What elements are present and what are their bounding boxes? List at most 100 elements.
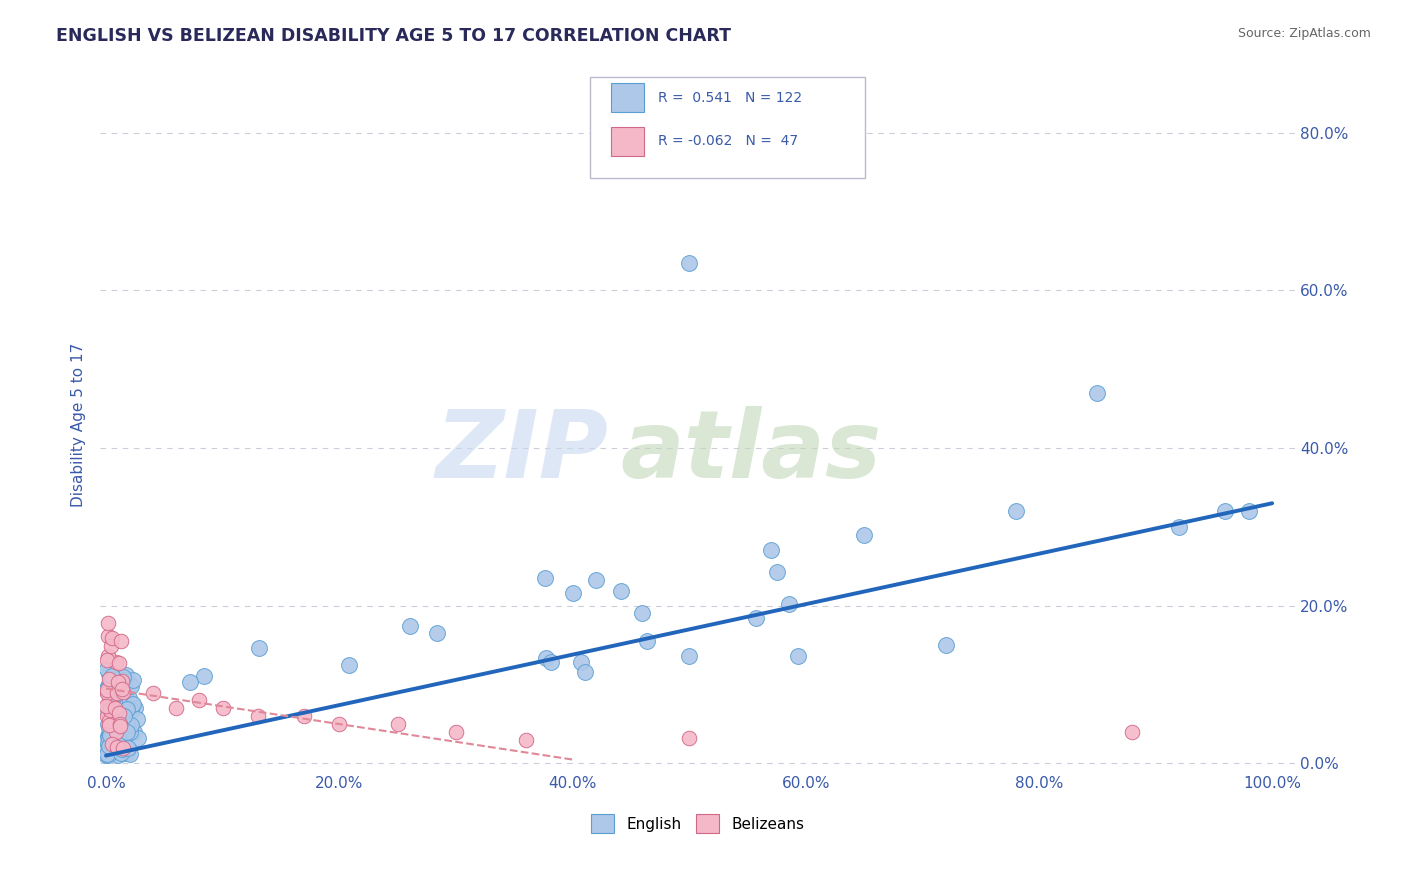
- Point: [108, 716, 131, 731]
- Point: [107, 674, 129, 689]
- Point: [100, 702, 122, 716]
- Point: [105, 724, 128, 739]
- Point: [101, 686, 124, 700]
- Point: [111, 682, 134, 697]
- Point: [94, 744, 117, 758]
- Point: [104, 738, 127, 752]
- Point: [115, 668, 138, 682]
- Point: [536, 651, 558, 665]
- Point: [426, 625, 449, 640]
- Point: [118, 725, 141, 739]
- Point: [120, 696, 142, 710]
- Point: [101, 708, 124, 723]
- Point: [98, 693, 121, 707]
- FancyBboxPatch shape: [610, 127, 644, 156]
- Point: [98, 690, 121, 705]
- Text: R =  0.541   N = 122: R = 0.541 N = 122: [658, 91, 803, 104]
- Point: [115, 698, 138, 713]
- Point: [97, 680, 120, 694]
- Point: [101, 701, 124, 715]
- Point: [96, 653, 118, 667]
- Point: [636, 634, 658, 648]
- Point: [120, 703, 142, 717]
- Point: [100, 724, 122, 739]
- Point: [98, 729, 121, 743]
- Point: [1085, 385, 1108, 400]
- Text: Source: ZipAtlas.com: Source: ZipAtlas.com: [1237, 27, 1371, 40]
- Point: [766, 565, 789, 579]
- Point: [97, 648, 120, 663]
- Text: ZIP: ZIP: [436, 406, 609, 498]
- Point: [292, 709, 315, 723]
- Point: [574, 665, 596, 679]
- Point: [101, 691, 124, 706]
- Point: [100, 696, 122, 710]
- Point: [142, 685, 165, 699]
- Point: [97, 721, 120, 735]
- Point: [107, 738, 129, 752]
- Point: [111, 746, 134, 760]
- Point: [96, 732, 118, 747]
- Point: [121, 698, 143, 712]
- Point: [105, 675, 128, 690]
- Point: [100, 664, 122, 678]
- Point: [787, 649, 810, 664]
- Point: [96, 747, 118, 762]
- Point: [96, 709, 118, 723]
- Point: [935, 638, 957, 652]
- Point: [98, 676, 121, 690]
- Point: [97, 681, 120, 695]
- Point: [98, 703, 121, 717]
- Point: [94, 701, 117, 715]
- Point: [1004, 504, 1026, 518]
- Point: [193, 669, 215, 683]
- Point: [398, 619, 420, 633]
- Point: [778, 597, 800, 611]
- Legend: English, Belizeans: English, Belizeans: [591, 814, 804, 833]
- Point: [98, 718, 121, 732]
- Point: [111, 674, 134, 689]
- Point: [105, 686, 128, 700]
- Point: [96, 686, 118, 700]
- Point: [115, 702, 138, 716]
- Point: [107, 747, 129, 762]
- Point: [246, 709, 269, 723]
- Point: [98, 667, 121, 681]
- Point: [104, 734, 127, 748]
- Text: atlas: atlas: [620, 406, 882, 498]
- Point: [97, 731, 120, 746]
- Point: [111, 670, 134, 684]
- Point: [118, 677, 141, 691]
- Point: [108, 719, 131, 733]
- Point: [108, 677, 131, 691]
- Point: [761, 543, 783, 558]
- Point: [101, 682, 124, 697]
- Point: [115, 717, 138, 731]
- Point: [100, 631, 122, 645]
- Text: R = -0.062   N =  47: R = -0.062 N = 47: [658, 135, 799, 148]
- Point: [97, 739, 120, 754]
- Point: [96, 681, 118, 696]
- Point: [98, 712, 121, 726]
- Point: [100, 670, 122, 684]
- Point: [103, 743, 125, 757]
- Point: [96, 734, 118, 748]
- Point: [120, 679, 142, 693]
- Point: [103, 734, 125, 748]
- Point: [115, 703, 138, 717]
- Point: [337, 657, 360, 672]
- Point: [678, 648, 700, 663]
- Y-axis label: Disability Age 5 to 17: Disability Age 5 to 17: [72, 343, 86, 507]
- Point: [100, 669, 122, 683]
- Point: [110, 734, 132, 748]
- Point: [852, 528, 875, 542]
- Point: [540, 655, 562, 669]
- Point: [108, 656, 131, 670]
- Point: [117, 724, 139, 739]
- Point: [745, 611, 768, 625]
- Point: [111, 673, 134, 688]
- Point: [610, 584, 633, 599]
- Point: [112, 685, 135, 699]
- Point: [104, 701, 127, 715]
- Point: [561, 585, 583, 599]
